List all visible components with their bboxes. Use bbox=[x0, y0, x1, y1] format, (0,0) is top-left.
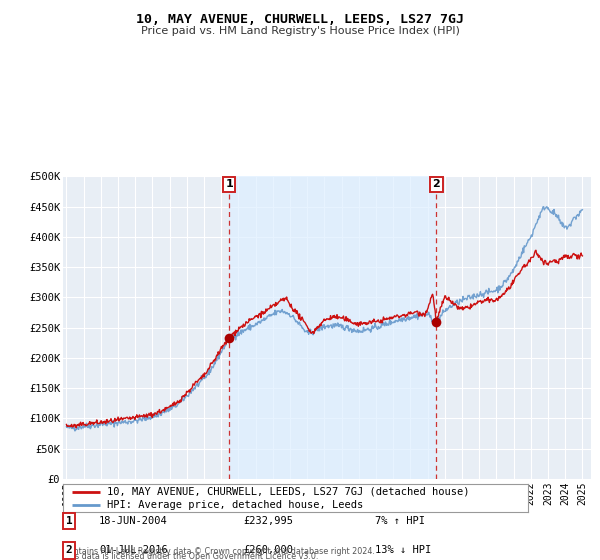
Text: 7% ↑ HPI: 7% ↑ HPI bbox=[375, 516, 425, 526]
Text: 2: 2 bbox=[433, 179, 440, 189]
Text: This data is licensed under the Open Government Licence v3.0.: This data is licensed under the Open Gov… bbox=[63, 552, 319, 560]
Text: Contains HM Land Registry data © Crown copyright and database right 2024.: Contains HM Land Registry data © Crown c… bbox=[63, 547, 375, 556]
Text: £260,000: £260,000 bbox=[243, 545, 293, 556]
Text: £232,995: £232,995 bbox=[243, 516, 293, 526]
Text: 1: 1 bbox=[65, 516, 73, 526]
Text: 10, MAY AVENUE, CHURWELL, LEEDS, LS27 7GJ (detached house): 10, MAY AVENUE, CHURWELL, LEEDS, LS27 7G… bbox=[107, 487, 470, 497]
Text: 01-JUL-2016: 01-JUL-2016 bbox=[99, 545, 168, 556]
Text: 2: 2 bbox=[65, 545, 73, 556]
Text: 1: 1 bbox=[225, 179, 233, 189]
Text: HPI: Average price, detached house, Leeds: HPI: Average price, detached house, Leed… bbox=[107, 500, 364, 510]
Text: 10, MAY AVENUE, CHURWELL, LEEDS, LS27 7GJ: 10, MAY AVENUE, CHURWELL, LEEDS, LS27 7G… bbox=[136, 13, 464, 26]
Text: 13% ↓ HPI: 13% ↓ HPI bbox=[375, 545, 431, 556]
Bar bbox=[229, 176, 436, 479]
Text: 18-JUN-2004: 18-JUN-2004 bbox=[99, 516, 168, 526]
Text: Price paid vs. HM Land Registry's House Price Index (HPI): Price paid vs. HM Land Registry's House … bbox=[140, 26, 460, 36]
